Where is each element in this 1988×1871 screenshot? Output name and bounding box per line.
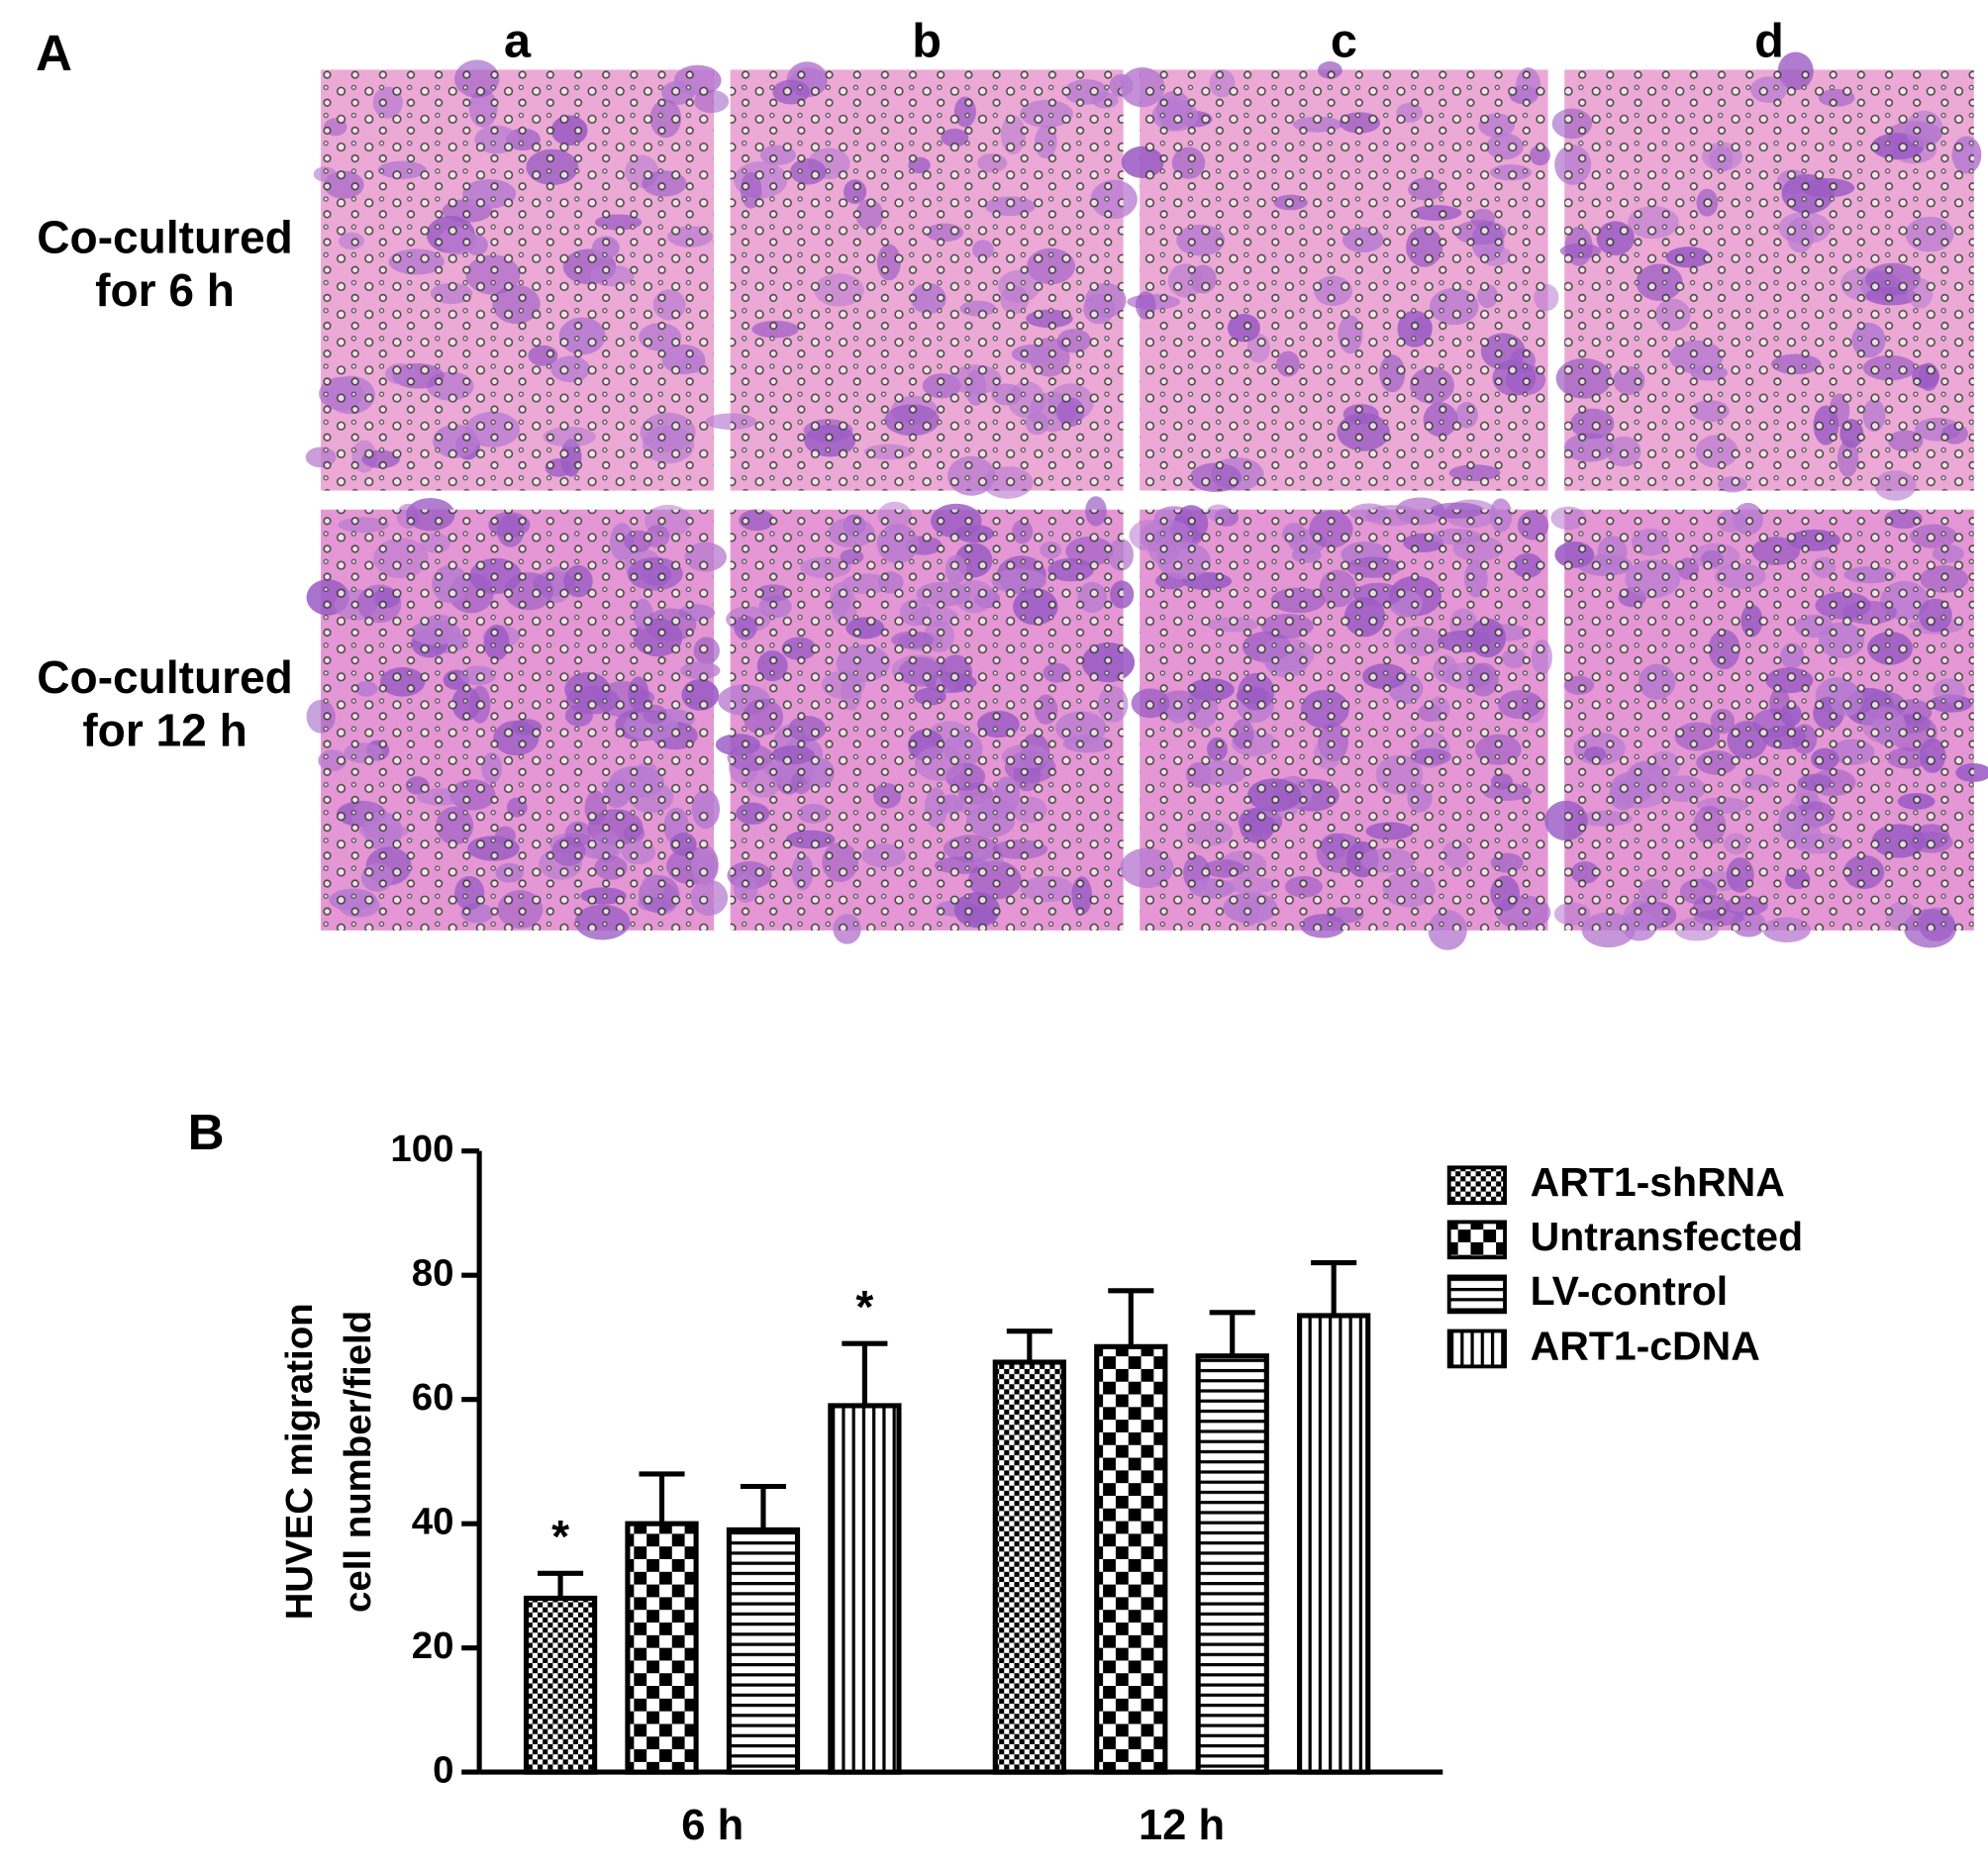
bar	[1195, 1353, 1269, 1775]
y-axis-title: cell number/field	[337, 1311, 379, 1613]
legend-label: ART1-shRNA	[1531, 1159, 1785, 1205]
row-label: for 6 h	[95, 264, 235, 316]
bar	[726, 1526, 801, 1775]
pores	[1564, 69, 1974, 491]
micrograph	[1544, 502, 1988, 948]
pores	[730, 69, 1124, 491]
pores	[321, 69, 715, 491]
legend-swatch	[1446, 1220, 1507, 1260]
pores	[1564, 509, 1974, 931]
legend-label: Untransfected	[1531, 1214, 1803, 1259]
bar	[992, 1359, 1066, 1775]
bar	[1094, 1343, 1168, 1775]
row-label: Co-cultured	[37, 211, 293, 262]
y-axis-title: HUVEC migration	[278, 1303, 321, 1620]
micrograph	[715, 496, 1136, 944]
row-label: for 12 h	[82, 705, 247, 756]
pores	[321, 509, 715, 931]
column-label: c	[1331, 15, 1357, 68]
row-label: Co-cultured	[37, 651, 293, 703]
y-tick-label: 100	[390, 1128, 453, 1170]
legend-label: LV-control	[1531, 1268, 1729, 1314]
micrograph	[1551, 51, 1982, 501]
x-tick-label: 6 h	[681, 1802, 744, 1849]
pores	[1140, 69, 1548, 491]
legend-swatch	[1446, 1329, 1507, 1369]
y-tick-label: 0	[433, 1748, 453, 1791]
legend-label: ART1-cDNA	[1531, 1323, 1760, 1368]
micrograph	[306, 497, 729, 940]
y-tick-label: 60	[412, 1376, 454, 1419]
column-label: b	[912, 15, 942, 68]
significance-mark: *	[855, 1281, 873, 1332]
column-label: a	[504, 15, 532, 68]
bar	[828, 1403, 902, 1775]
x-tick-label: 12 h	[1139, 1802, 1225, 1849]
bar	[523, 1595, 598, 1775]
panel-label: A	[36, 25, 72, 81]
pores	[1140, 509, 1548, 931]
y-tick-label: 80	[412, 1251, 454, 1294]
legend-swatch	[1446, 1165, 1507, 1206]
y-tick-label: 40	[412, 1500, 454, 1542]
micrograph	[305, 59, 730, 491]
column-label: d	[1754, 15, 1784, 68]
significance-mark: *	[551, 1511, 569, 1562]
bar	[625, 1521, 699, 1775]
legend-swatch	[1446, 1274, 1507, 1315]
micrograph	[705, 61, 1138, 499]
micrograph	[1120, 61, 1559, 493]
micrograph	[1120, 497, 1552, 950]
bar	[1297, 1313, 1371, 1775]
pores	[730, 509, 1124, 931]
y-tick-label: 20	[412, 1625, 454, 1667]
panel-label: B	[188, 1104, 225, 1160]
